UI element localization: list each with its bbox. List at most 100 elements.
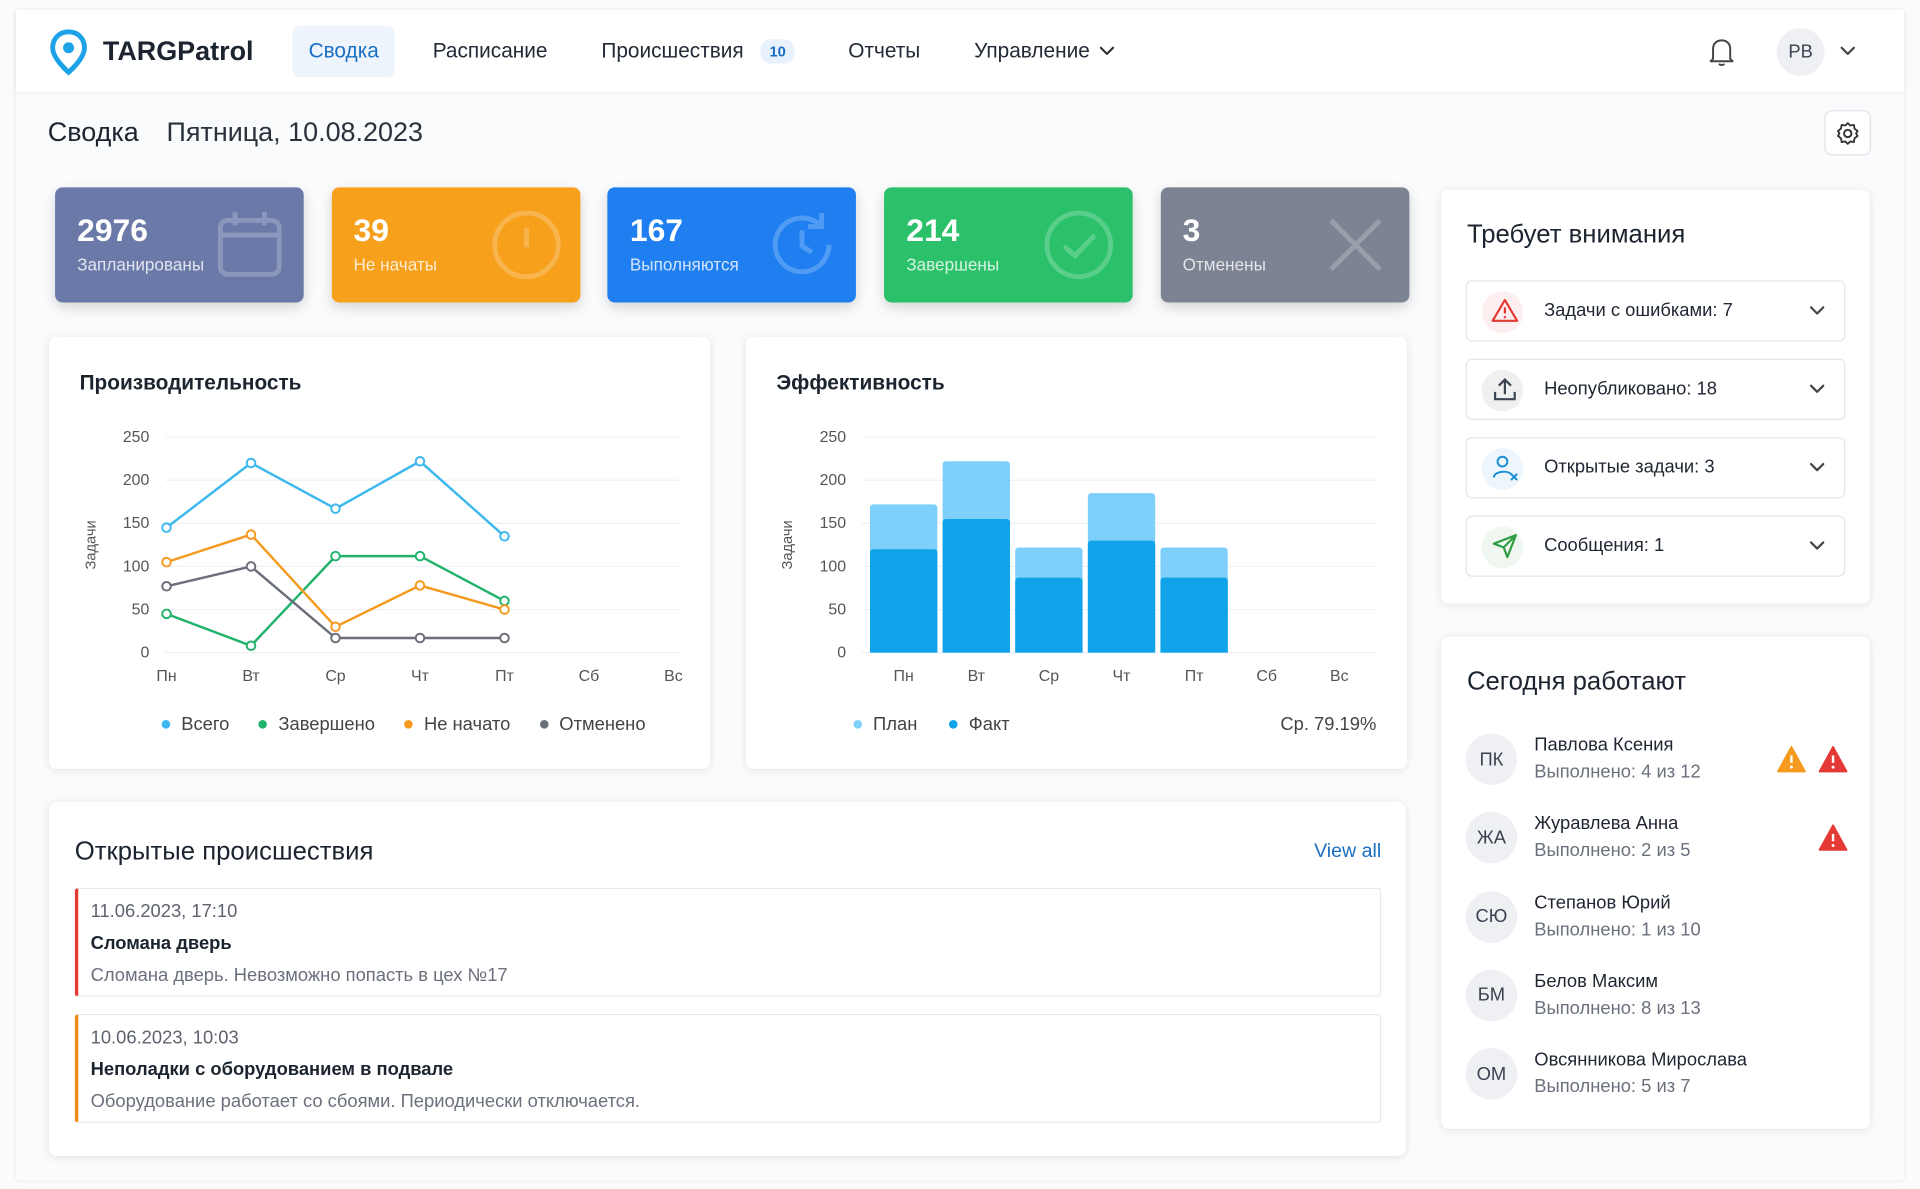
y-tick-label: 0 <box>837 645 846 662</box>
stat-value: 167 <box>629 211 683 249</box>
nav-item[interactable]: Сводка <box>292 25 395 78</box>
y-tick-label: 150 <box>820 515 847 532</box>
nav-item[interactable]: Происшествия 10 <box>585 26 810 77</box>
x-tick-label: Ср <box>1039 668 1059 685</box>
y-tick-label: 100 <box>123 558 150 575</box>
x-tick-label: Вс <box>1330 668 1349 685</box>
attention-icon-bg <box>1481 291 1524 334</box>
person-initials: ЖА <box>1476 827 1507 849</box>
person-progress: Выполнено: 8 из 13 <box>1534 997 1701 1019</box>
x-tick-label: Сб <box>1256 668 1277 685</box>
stat-value: 3 <box>1182 211 1201 249</box>
series-point <box>161 522 172 533</box>
series-point <box>245 640 257 652</box>
attention-item[interactable]: Задачи с ошибками: 7 <box>1465 280 1846 342</box>
attention-title: Требует внимания <box>1466 220 1686 249</box>
series-point <box>161 556 172 568</box>
incident-item[interactable]: 11.06.2023, 17:10 Сломана дверь Сломана дв… <box>74 887 1382 997</box>
nav-item[interactable]: Расписание <box>417 26 564 77</box>
nav-item[interactable]: Управление <box>958 26 1135 77</box>
bar <box>870 549 938 653</box>
y-tick-label: 250 <box>123 429 150 446</box>
attention-item[interactable]: Сообщения: 1 <box>1465 515 1846 577</box>
legend-item: Факт <box>949 713 1010 735</box>
legend-label: Отменено <box>559 713 646 735</box>
attention-item[interactable]: Открытые задачи: 3 <box>1465 437 1846 499</box>
stat-icon <box>491 210 561 280</box>
legend-swatch <box>853 720 863 729</box>
legend-label: Факт <box>968 713 1010 735</box>
chart: 0 50 100 150 200 250 Задачи Пн Вт Ср Чт Пт Сб Вс <box>84 429 683 685</box>
legend-swatch <box>161 720 171 729</box>
average-label: Ср. 79.19% <box>1280 713 1377 735</box>
series-point <box>330 503 341 514</box>
stat-icon <box>1329 218 1382 272</box>
chart-card: Производительность 0 50 100 150 200 250 Задачи П… <box>48 336 711 769</box>
legend-label: Завершено <box>278 713 375 735</box>
chevron <box>1809 384 1825 393</box>
y-tick-label: 0 <box>141 645 150 662</box>
y-axis-title: Задачи <box>780 520 796 569</box>
nav-item[interactable]: Отчеты <box>832 26 936 77</box>
nav-item-label: Происшествия <box>601 39 744 63</box>
stat-icon <box>217 211 282 277</box>
series-point <box>499 595 510 607</box>
nav-badge: 10 <box>760 39 795 64</box>
view-all-link[interactable]: View all <box>1314 841 1382 863</box>
nav-item-label: Управление <box>974 39 1090 63</box>
chevron <box>1099 46 1115 55</box>
incidents-title: Открытые происшествия <box>74 837 374 866</box>
series-point <box>245 529 257 540</box>
stat-card: 214 Завершены <box>884 187 1133 303</box>
gear-icon <box>1837 122 1859 145</box>
person-initials: БМ <box>1477 984 1506 1006</box>
legend-item: Не начато <box>404 714 510 735</box>
user-avatar[interactable]: PB <box>1776 28 1825 76</box>
stat-card: 2976 Запланированы <box>55 187 304 303</box>
bar <box>942 519 1010 653</box>
legend-item: Завершено <box>258 713 375 735</box>
incident-item[interactable]: 10.06.2023, 10:03 Неполадки с оборудовани… <box>74 1013 1382 1123</box>
person-name: Павлова Ксения <box>1534 734 1674 756</box>
attention-label: Открытые задачи: 3 <box>1544 456 1715 478</box>
legend: Всего Завершено Не начато Отменено <box>161 713 646 735</box>
person-avatar: СЮ <box>1465 890 1518 943</box>
legend-label: Всего <box>181 713 230 735</box>
series-line <box>166 533 505 629</box>
series-point <box>414 550 426 562</box>
x-tick-label: Пн <box>894 668 914 685</box>
bell-button[interactable] <box>1707 36 1736 68</box>
series-point <box>161 581 172 592</box>
person-initials: СЮ <box>1475 906 1508 928</box>
y-tick-label: 100 <box>820 558 847 575</box>
series-point <box>330 632 341 644</box>
warning-icon <box>1777 746 1806 773</box>
settings-button[interactable] <box>1824 110 1872 156</box>
series-point <box>499 632 510 644</box>
y-tick-label: 200 <box>123 472 150 489</box>
nav-item-label: Сводка <box>308 39 379 63</box>
legend-label: План <box>873 713 918 735</box>
stat-card: 167 Выполняются <box>607 187 857 303</box>
chart-title: Эффективность <box>776 371 945 395</box>
attention-icon <box>1491 298 1519 322</box>
x-tick-label: Пт <box>495 668 514 685</box>
attention-icon <box>1492 455 1518 481</box>
legend-item: План <box>853 714 917 735</box>
series-point <box>245 561 257 572</box>
person-name: Овсянникова Мирослава <box>1534 1049 1748 1071</box>
incident-title: Сломана дверь <box>90 933 232 954</box>
x-tick-label: Ср <box>325 668 345 685</box>
warning-icon <box>1818 746 1848 773</box>
chart: 0 50 100 150 200 250 Задачи Пн Вт Ср Чт Пт Сб Вс <box>780 429 1377 685</box>
person-initials: ОМ <box>1476 1063 1507 1085</box>
chart-card: Эффективность 0 50 100 150 200 250 Задачи Пн Вт Ср… <box>745 336 1407 769</box>
person-progress: Выполнено: 1 из 10 <box>1534 919 1701 940</box>
attention-item[interactable]: Неопубликовано: 18 <box>1465 358 1846 420</box>
series-point <box>414 632 426 644</box>
person-avatar: ЖА <box>1465 812 1518 864</box>
warning-icon <box>1818 824 1848 852</box>
user-menu-chevron[interactable] <box>1838 42 1858 62</box>
attention-icon-bg <box>1481 448 1524 490</box>
